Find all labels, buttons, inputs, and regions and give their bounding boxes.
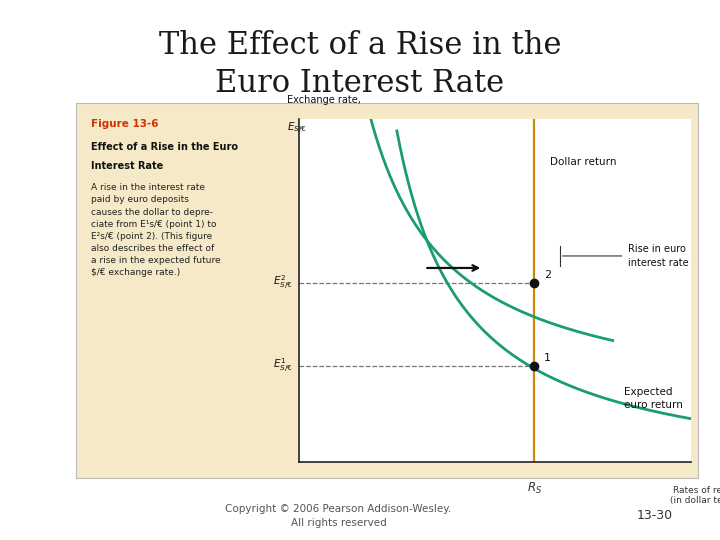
Text: Figure 13-6: Figure 13-6 [91, 119, 158, 130]
Text: $E_{S/€}$: $E_{S/€}$ [287, 120, 307, 136]
Text: The Effect of a Rise in the: The Effect of a Rise in the [158, 30, 562, 62]
Text: A rise in the interest rate
paid by euro deposits
causes the dollar to depre-
ci: A rise in the interest rate paid by euro… [91, 183, 221, 278]
Text: 2: 2 [544, 270, 552, 280]
Text: $E^2_{S/€}$: $E^2_{S/€}$ [273, 274, 293, 293]
Text: Expected
euro return: Expected euro return [624, 387, 683, 410]
Text: Effect of a Rise in the Euro: Effect of a Rise in the Euro [91, 142, 238, 152]
Text: Rates of return
(in dollar terms): Rates of return (in dollar terms) [670, 485, 720, 505]
Text: 1: 1 [544, 353, 551, 362]
Text: Euro Interest Rate: Euro Interest Rate [215, 68, 505, 99]
Text: Rise in euro
interest rate: Rise in euro interest rate [629, 245, 689, 267]
Text: Dollar return: Dollar return [550, 157, 616, 167]
Text: Copyright © 2006 Pearson Addison-Wesley.
All rights reserved: Copyright © 2006 Pearson Addison-Wesley.… [225, 504, 451, 528]
Text: Interest Rate: Interest Rate [91, 161, 163, 171]
Text: $R_S$: $R_S$ [526, 481, 542, 496]
Text: 13-30: 13-30 [637, 509, 673, 522]
Text: $E^1_{S/€}$: $E^1_{S/€}$ [273, 356, 293, 375]
Text: Exchange rate,: Exchange rate, [287, 95, 361, 105]
